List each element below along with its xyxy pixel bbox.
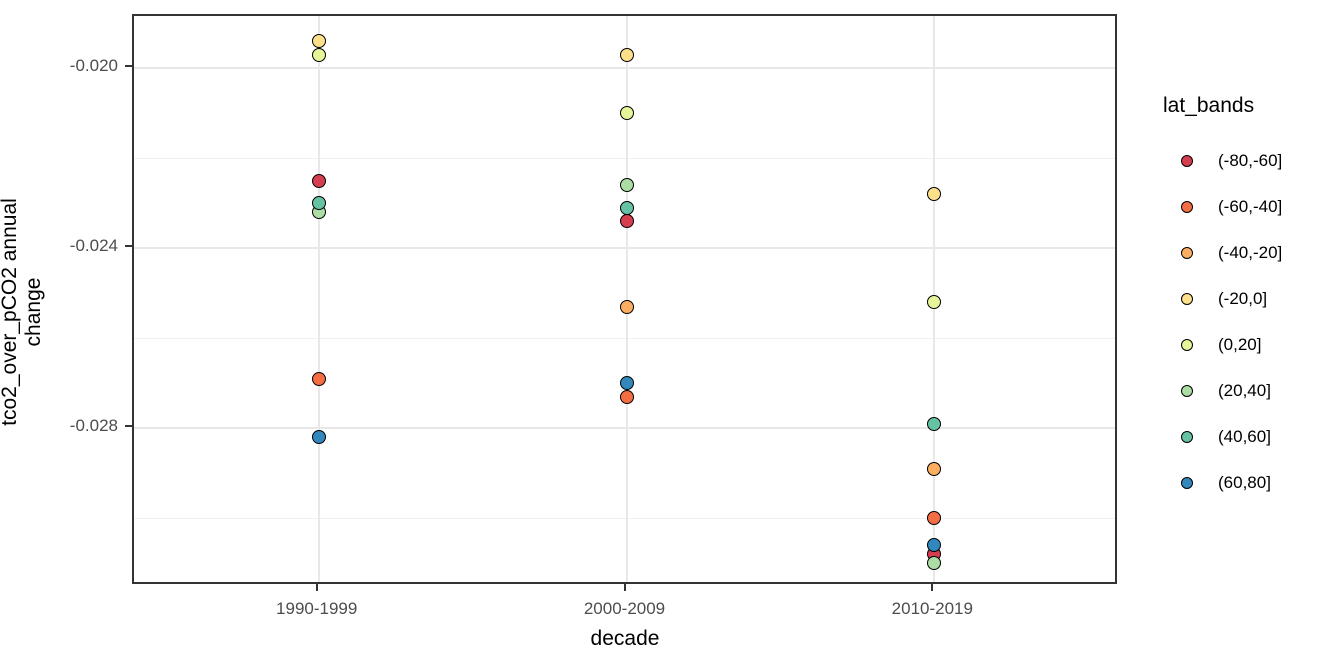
data-point — [311, 173, 326, 188]
minor-gridline — [134, 158, 1115, 159]
data-point — [927, 511, 942, 525]
legend-swatch-icon — [1181, 477, 1193, 489]
data-point — [927, 187, 942, 201]
category-gridline — [317, 16, 320, 582]
legend-swatch-icon — [1181, 201, 1193, 213]
data-point — [619, 106, 634, 120]
data-point — [619, 299, 634, 314]
data-point — [619, 376, 634, 390]
legend-item-label: (-80,-60] — [1218, 151, 1283, 170]
data-point — [927, 461, 942, 476]
legend-title: lat_bands — [1163, 94, 1255, 117]
legend-swatch-icon — [1181, 293, 1193, 305]
x-tick-mark — [623, 584, 626, 591]
legend-item-label: (20,40] — [1218, 381, 1271, 400]
legend-item-label: (-40,-20] — [1218, 243, 1283, 262]
legend-item-label: (60,80] — [1218, 473, 1271, 492]
x-tick-mark — [315, 584, 318, 591]
data-point — [927, 295, 942, 309]
y-tick-label: -0.020 — [69, 56, 118, 75]
legend-item-label: (40,60] — [1218, 427, 1271, 446]
legend-swatch-icon — [1181, 155, 1193, 167]
data-point — [311, 430, 326, 444]
data-point — [927, 556, 942, 570]
legend-item-label: (0,20] — [1218, 335, 1262, 354]
data-point — [619, 200, 634, 215]
data-point — [927, 538, 942, 552]
major-gridline — [134, 427, 1115, 429]
x-tick-label: 1990-1999 — [276, 599, 358, 618]
legend-swatch-icon — [1181, 339, 1193, 351]
y-tick-label: -0.028 — [69, 416, 118, 435]
data-point — [927, 416, 942, 431]
legend-swatch-icon — [1181, 431, 1193, 443]
legend-swatch-icon — [1181, 247, 1193, 259]
minor-gridline — [134, 338, 1115, 339]
major-gridline — [134, 67, 1115, 69]
data-point — [311, 34, 326, 48]
data-point — [311, 47, 326, 62]
minor-gridline — [134, 518, 1115, 519]
legend-swatch-icon — [1181, 385, 1193, 397]
x-tick-label: 2010-2019 — [891, 599, 973, 618]
data-point — [311, 371, 326, 386]
x-tick-label: 2000-2009 — [583, 599, 666, 618]
y-tick-mark — [125, 425, 132, 427]
y-tick-mark — [125, 65, 132, 67]
major-gridline — [134, 247, 1115, 249]
data-point — [619, 178, 634, 192]
category-gridline — [625, 16, 628, 582]
plot-panel — [132, 14, 1117, 584]
data-point — [311, 196, 326, 210]
data-point — [619, 47, 634, 62]
x-axis-title: decade — [590, 627, 660, 650]
data-point — [619, 214, 634, 228]
data-point — [619, 389, 634, 404]
legend-item-label: (-60,-40] — [1218, 197, 1283, 216]
x-tick-mark — [931, 584, 934, 591]
legend-item-label: (-20,0] — [1218, 289, 1268, 308]
y-tick-label: -0.024 — [69, 236, 118, 255]
y-tick-mark — [125, 245, 132, 247]
